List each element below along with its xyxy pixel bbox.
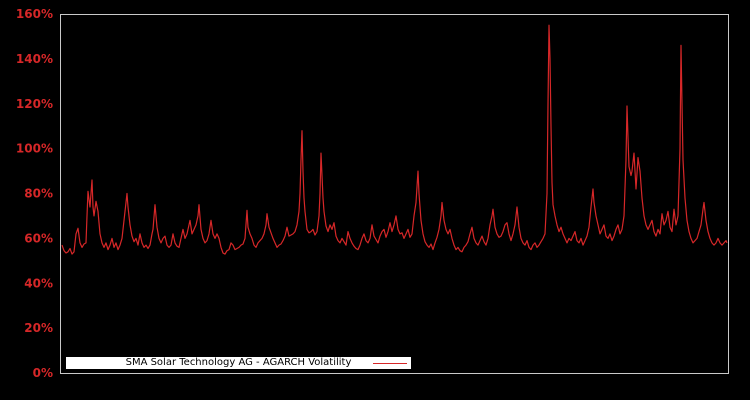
- y-axis-tick-label: 20%: [24, 321, 53, 335]
- legend-label: SMA Solar Technology AG - AGARCH Volatil…: [125, 357, 352, 368]
- y-axis-tick-label: 120%: [16, 97, 53, 111]
- y-axis-tick-label: 160%: [16, 7, 53, 21]
- y-axis-tick-label: 40%: [24, 276, 53, 290]
- plot-frame: [60, 14, 729, 374]
- volatility-line: [61, 24, 728, 255]
- y-axis-tick-label: 0%: [33, 366, 53, 380]
- y-axis-tick-label: 100%: [16, 142, 53, 156]
- legend: SMA Solar Technology AG - AGARCH Volatil…: [66, 357, 411, 369]
- legend-line-sample: [373, 363, 407, 364]
- y-axis-tick-label: 60%: [24, 231, 53, 245]
- y-axis-tick-label: 80%: [24, 187, 53, 201]
- y-axis-tick-label: 140%: [16, 52, 53, 66]
